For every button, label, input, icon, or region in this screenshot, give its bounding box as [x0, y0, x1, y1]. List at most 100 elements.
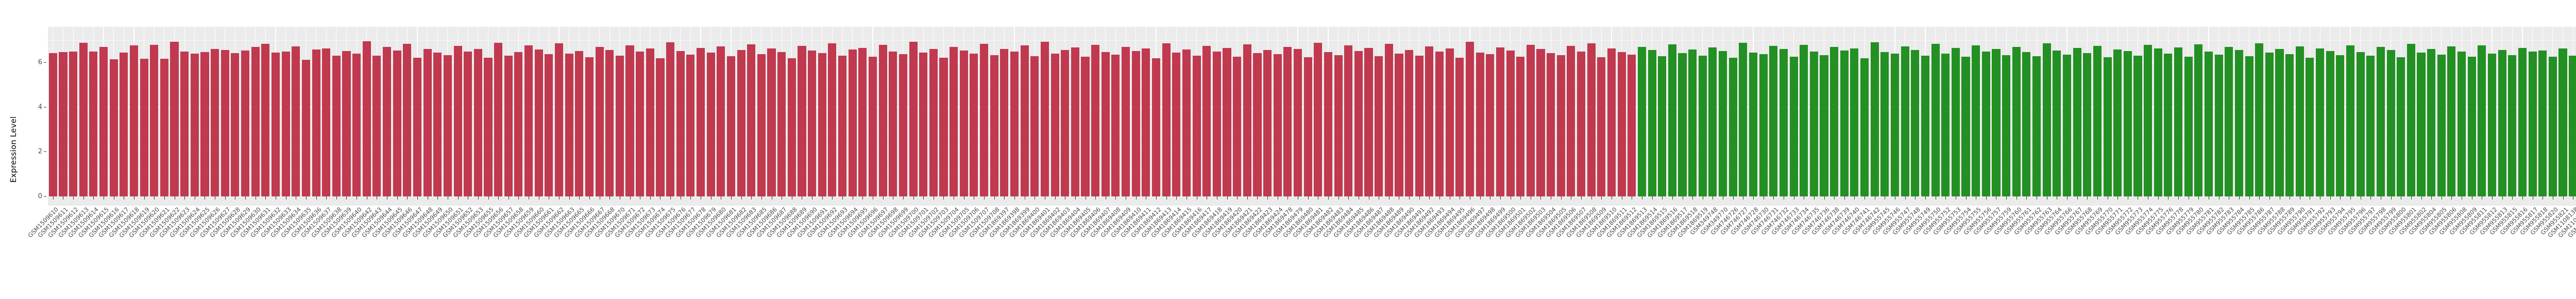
bar[interactable] [79, 43, 88, 196]
bar[interactable] [1617, 52, 1626, 196]
bar[interactable] [1283, 46, 1292, 196]
bar[interactable] [777, 52, 786, 196]
bar[interactable] [636, 52, 645, 196]
bar[interactable] [1719, 51, 1727, 196]
bar[interactable] [2569, 56, 2576, 196]
bar[interactable] [2326, 51, 2334, 196]
bar[interactable] [2062, 54, 2072, 196]
bar[interactable] [828, 43, 837, 196]
bar[interactable] [2073, 47, 2081, 196]
bar[interactable] [980, 44, 989, 196]
bar[interactable] [1951, 48, 1960, 196]
bar[interactable] [757, 54, 766, 196]
bar[interactable] [1496, 47, 1504, 196]
bar[interactable] [2498, 50, 2506, 196]
bar[interactable] [737, 49, 745, 196]
bar[interactable] [1901, 46, 1909, 196]
bar[interactable] [1972, 45, 1980, 196]
bar[interactable] [1162, 43, 1171, 196]
bar[interactable] [2032, 56, 2041, 196]
bar[interactable] [180, 52, 189, 196]
bar[interactable] [1648, 50, 1656, 196]
bar[interactable] [1122, 46, 1130, 196]
bar[interactable] [1921, 56, 1929, 196]
bar[interactable] [970, 53, 978, 196]
bar[interactable] [666, 42, 675, 196]
bar[interactable] [1567, 46, 1575, 196]
bar[interactable] [1800, 44, 1808, 196]
bar[interactable] [1981, 51, 1990, 196]
bar[interactable] [1890, 54, 1900, 196]
bar[interactable] [2275, 49, 2284, 196]
bar[interactable] [1354, 51, 1363, 196]
bar[interactable] [514, 52, 523, 196]
bar[interactable] [1506, 51, 1515, 196]
bar[interactable] [615, 56, 624, 196]
bar[interactable] [1061, 50, 1070, 196]
bar[interactable] [1820, 55, 1828, 196]
bar[interactable] [2487, 53, 2497, 196]
bar[interactable] [372, 55, 381, 196]
bar[interactable] [2093, 46, 2102, 196]
bar[interactable] [858, 47, 867, 196]
bar[interactable] [2306, 58, 2314, 196]
bar[interactable] [2558, 48, 2567, 196]
bar[interactable] [848, 49, 857, 196]
bar[interactable] [2548, 57, 2557, 196]
bar[interactable] [2255, 43, 2264, 196]
bar[interactable] [2022, 52, 2031, 196]
bar[interactable] [1992, 48, 2001, 196]
bar[interactable] [2214, 55, 2223, 196]
bar[interactable] [2437, 54, 2446, 196]
bar[interactable] [1880, 52, 1889, 196]
bar[interactable] [1486, 54, 1495, 196]
bar[interactable] [1516, 57, 1525, 196]
bar[interactable] [2184, 57, 2193, 196]
bar[interactable] [1708, 47, 1717, 196]
bar[interactable] [1445, 48, 1454, 196]
bar[interactable] [241, 51, 250, 196]
bar[interactable] [646, 48, 654, 196]
bar[interactable] [1071, 47, 1079, 196]
bar[interactable] [301, 60, 310, 196]
bar[interactable] [1911, 50, 1920, 196]
bar[interactable] [1809, 52, 1818, 196]
bar[interactable] [2012, 46, 2021, 196]
bar[interactable] [1850, 48, 1859, 196]
bar[interactable] [1344, 45, 1353, 196]
bar[interactable] [1587, 43, 1596, 196]
bar[interactable] [575, 51, 584, 196]
bar[interactable] [140, 59, 148, 196]
bar[interactable] [605, 50, 614, 196]
bar[interactable] [1212, 51, 1221, 196]
bar[interactable] [2245, 56, 2253, 196]
bar[interactable] [1384, 43, 1393, 196]
bar[interactable] [332, 56, 341, 196]
bar[interactable] [767, 48, 776, 196]
bar[interactable] [2204, 52, 2213, 196]
bar[interactable] [1182, 49, 1191, 196]
bar[interactable] [959, 50, 968, 196]
bar[interactable] [717, 46, 725, 196]
bar[interactable] [1030, 56, 1039, 196]
bar[interactable] [1020, 45, 1029, 196]
bar[interactable] [1334, 55, 1343, 196]
bar[interactable] [2356, 52, 2365, 196]
bar[interactable] [1324, 52, 1332, 196]
bar[interactable] [433, 53, 442, 196]
bar[interactable] [2174, 47, 2183, 196]
bar[interactable] [352, 53, 361, 196]
bar[interactable] [1769, 45, 1778, 196]
bar[interactable] [1273, 54, 1282, 196]
bar[interactable] [2528, 52, 2537, 196]
bar[interactable] [211, 49, 219, 196]
bar[interactable] [2518, 47, 2527, 196]
bar[interactable] [342, 51, 351, 196]
bar[interactable] [2478, 45, 2486, 196]
bar[interactable] [1465, 42, 1475, 196]
bar[interactable] [2144, 45, 2153, 196]
bar[interactable] [696, 47, 705, 196]
bar[interactable] [1050, 53, 1059, 196]
bar[interactable] [1314, 42, 1323, 196]
bar[interactable] [99, 46, 108, 196]
